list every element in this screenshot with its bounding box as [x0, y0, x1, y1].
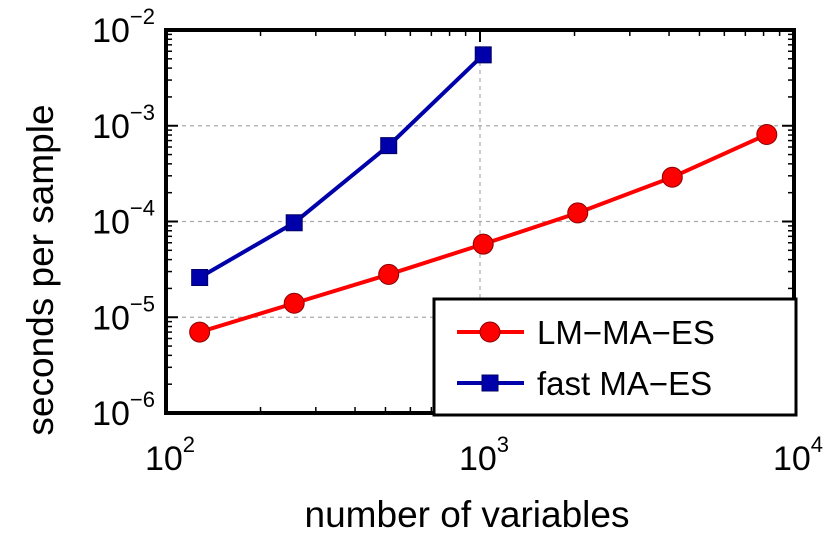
- data-point-circle: [378, 263, 400, 285]
- x-tick-base: 10: [145, 440, 183, 478]
- y-tick-exponent: −6: [130, 387, 155, 412]
- legend-entry: fast MA−ES: [457, 365, 712, 402]
- y-tick-exponent: −4: [130, 196, 155, 221]
- y-tick-label: 10−2: [92, 4, 155, 50]
- data-point-circle: [472, 233, 494, 255]
- data-point-square: [380, 137, 398, 155]
- data-point-square: [191, 269, 209, 287]
- legend-label: LM−MA−ES: [537, 314, 715, 351]
- data-point-circle: [756, 124, 778, 146]
- x-tick-label: 104: [773, 432, 823, 478]
- y-tick-label: 10−4: [92, 196, 155, 242]
- data-point-circle: [661, 166, 683, 188]
- series-0: [189, 124, 778, 343]
- y-tick-exponent: −2: [130, 4, 155, 29]
- y-tick-base: 10: [92, 12, 130, 50]
- y-axis-title: seconds per sample: [20, 104, 61, 435]
- data-point-square: [285, 214, 303, 232]
- x-tick-exponent: 3: [497, 432, 509, 457]
- x-tick-label: 102: [145, 432, 195, 478]
- x-tick-exponent: 2: [183, 432, 195, 457]
- y-tick-exponent: −3: [130, 100, 155, 125]
- legend: LM−MA−ES fast MA−ES: [432, 297, 798, 417]
- x-axis-title: number of variables: [305, 494, 630, 535]
- y-tick-label: 10−6: [92, 387, 155, 433]
- y-tick-exponent: −5: [130, 291, 155, 316]
- series-1: [191, 46, 492, 287]
- data-point-circle: [567, 202, 589, 224]
- series-layer: [189, 46, 778, 343]
- data-point-square: [474, 46, 492, 64]
- series-line: [198, 53, 485, 280]
- legend-box: [432, 297, 798, 417]
- data-point-circle: [283, 292, 305, 314]
- y-tick-base: 10: [92, 108, 130, 146]
- y-tick-label: 10−5: [92, 291, 155, 337]
- x-tick-label: 103: [459, 432, 509, 478]
- y-tick-label: 10−3: [92, 100, 155, 146]
- x-tick-base: 10: [773, 440, 811, 478]
- y-tick-base: 10: [92, 395, 130, 433]
- x-tick-exponent: 4: [811, 432, 823, 457]
- y-tick-base: 10: [92, 299, 130, 337]
- legend-marker: [479, 321, 501, 343]
- data-point-circle: [189, 321, 211, 343]
- legend-label: fast MA−ES: [537, 365, 712, 402]
- legend-marker: [481, 374, 499, 392]
- legend-entry: LM−MA−ES: [457, 314, 715, 351]
- y-tick-base: 10: [92, 204, 130, 242]
- x-tick-base: 10: [459, 440, 497, 478]
